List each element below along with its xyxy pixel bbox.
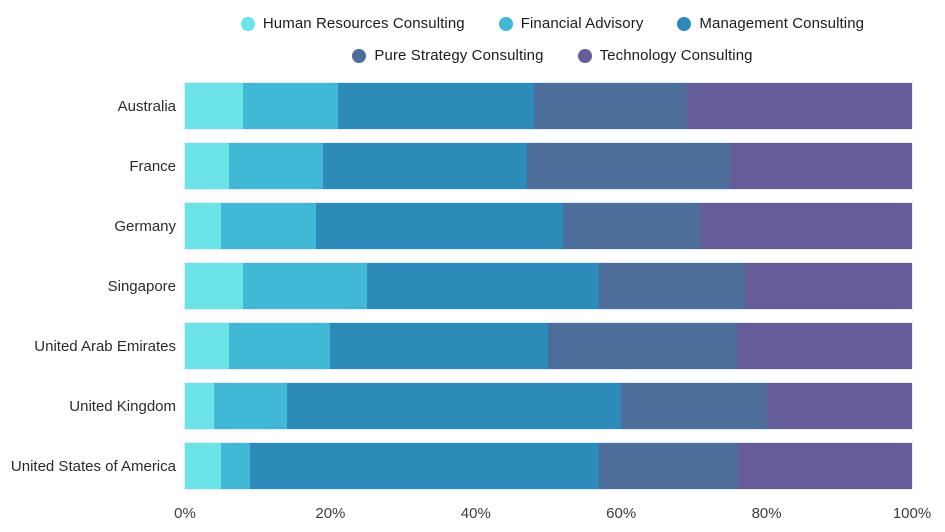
category-label: France — [129, 157, 176, 175]
category-label: United Arab Emirates — [34, 337, 176, 355]
bar-row-united-states-of-america: United States of America — [0, 442, 945, 490]
bar-segment-human-resources-consulting — [185, 143, 229, 189]
x-axis-tick-label: 0% — [174, 505, 196, 522]
legend-item-pure-strategy-consulting: Pure Strategy Consulting — [352, 47, 543, 64]
x-axis-tick-label: 40% — [460, 505, 491, 522]
legend-row-1: Human Resources Consulting Financial Advi… — [240, 15, 864, 32]
x-axis: 0% 20% 40% 60% 80% 100% — [0, 503, 945, 525]
bar-segment-pure-strategy-consulting — [599, 443, 738, 489]
stacked-bar — [184, 442, 913, 490]
bar-row-france: France — [0, 142, 945, 190]
category-label: United Kingdom — [69, 397, 176, 415]
bar-segment-management-consulting — [337, 83, 534, 129]
bar-segment-technology-consulting — [701, 203, 912, 249]
bar-segment-financial-advisory — [228, 323, 331, 369]
bar-segment-pure-strategy-consulting — [563, 203, 702, 249]
stacked-bar — [184, 142, 913, 190]
legend-item-management-consulting: Management Consulting — [677, 15, 864, 32]
bar-row-united-kingdom: United Kingdom — [0, 382, 945, 430]
legend-label: Technology Consulting — [599, 47, 753, 64]
bar-segment-management-consulting — [286, 383, 622, 429]
bar-segment-financial-advisory — [243, 263, 367, 309]
bar-segment-management-consulting — [323, 143, 527, 189]
stacked-bar — [184, 322, 913, 370]
bar-segment-technology-consulting — [737, 323, 912, 369]
stacked-bar — [184, 202, 913, 250]
bar-segment-financial-advisory — [243, 83, 338, 129]
bar-segment-pure-strategy-consulting — [533, 83, 687, 129]
bar-row-united-arab-emirates: United Arab Emirates — [0, 322, 945, 370]
bar-segment-human-resources-consulting — [185, 203, 222, 249]
stacked-bar — [184, 382, 913, 430]
legend-item-financial-advisory: Financial Advisory — [498, 15, 644, 32]
bar-segment-technology-consulting — [686, 83, 912, 129]
x-axis-ticks: 0% 20% 40% 60% 80% 100% — [174, 503, 931, 525]
bar-row-singapore: Singapore — [0, 262, 945, 310]
bar-segment-pure-strategy-consulting — [599, 263, 745, 309]
legend-row-2: Pure Strategy Consulting Technology Consu… — [352, 47, 752, 64]
bar-segment-technology-consulting — [730, 143, 912, 189]
x-axis-tick-label: 100% — [892, 505, 932, 522]
bar-segment-human-resources-consulting — [185, 323, 229, 369]
x-axis-tick-label: 20% — [315, 505, 346, 522]
stacked-bar — [184, 82, 913, 130]
legend-label: Management Consulting — [699, 15, 865, 32]
legend: Human Resources Consulting Financial Advi… — [193, 0, 912, 64]
bar-row-australia: Australia — [0, 82, 945, 130]
bar-segment-pure-strategy-consulting — [621, 383, 767, 429]
plot-area: Australia France Germany Singapore United Ar… — [0, 82, 945, 490]
x-axis-spacer — [0, 503, 185, 525]
legend-label: Human Resources Consulting — [262, 15, 465, 32]
bar-segment-technology-consulting — [766, 383, 912, 429]
bar-segment-human-resources-consulting — [185, 443, 222, 489]
bar-segment-human-resources-consulting — [185, 383, 215, 429]
legend-item-technology-consulting: Technology Consulting — [577, 47, 753, 64]
bar-segment-management-consulting — [366, 263, 600, 309]
bar-segment-financial-advisory — [228, 143, 324, 189]
bar-segment-management-consulting — [315, 203, 564, 249]
legend-label: Pure Strategy Consulting — [374, 47, 544, 64]
legend-dot-icon — [240, 16, 255, 31]
bar-segment-financial-advisory — [214, 383, 287, 429]
stacked-bar — [184, 262, 913, 310]
bar-segment-human-resources-consulting — [185, 263, 244, 309]
legend-item-human-resources-consulting: Human Resources Consulting — [240, 15, 465, 32]
category-label: Australia — [117, 97, 176, 115]
legend-dot-icon — [498, 16, 513, 31]
bar-segment-management-consulting — [330, 323, 549, 369]
bar-segment-human-resources-consulting — [185, 83, 244, 129]
bar-segment-pure-strategy-consulting — [548, 323, 738, 369]
bar-segment-pure-strategy-consulting — [526, 143, 731, 189]
legend-label: Financial Advisory — [520, 15, 644, 32]
bar-segment-financial-advisory — [221, 203, 316, 249]
bar-row-germany: Germany — [0, 202, 945, 250]
category-label: Singapore — [107, 277, 176, 295]
bar-segment-technology-consulting — [744, 263, 912, 309]
legend-dot-icon — [352, 48, 367, 63]
x-axis-tick-label: 80% — [751, 505, 782, 522]
bar-segment-technology-consulting — [737, 443, 912, 489]
category-label: United States of America — [10, 457, 176, 475]
legend-dot-icon — [677, 16, 692, 31]
category-label: Germany — [114, 217, 176, 235]
legend-dot-icon — [577, 48, 592, 63]
x-axis-tick-label: 60% — [606, 505, 637, 522]
bar-segment-financial-advisory — [221, 443, 251, 489]
bar-segment-management-consulting — [250, 443, 600, 489]
